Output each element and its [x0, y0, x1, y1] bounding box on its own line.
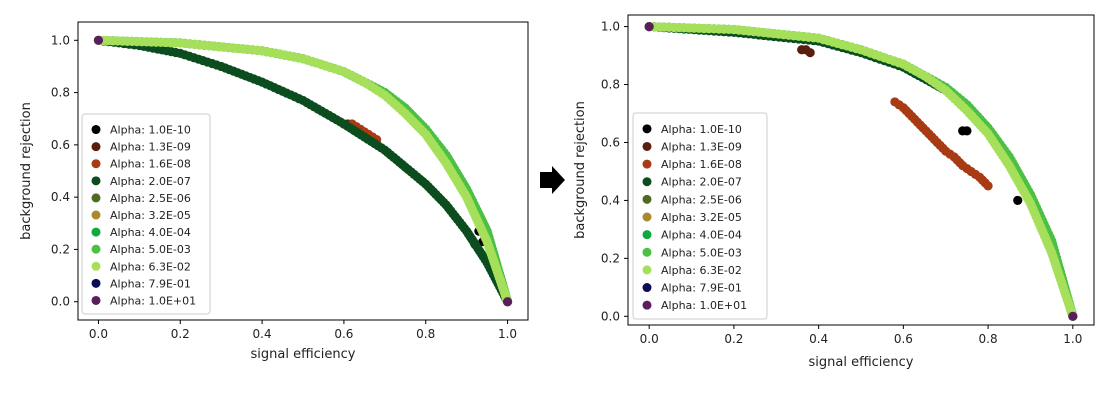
data-point — [93, 35, 104, 45]
legend-label: Alpha: 2.5E-06 — [110, 192, 191, 205]
legend-marker — [642, 212, 652, 222]
x-tick-label: 0.8 — [416, 327, 435, 341]
series-alpha-1-0e-01 — [93, 35, 513, 307]
legend-label: Alpha: 1.6E-08 — [110, 158, 191, 171]
legend-marker — [642, 300, 652, 310]
y-tick-label: 0.2 — [601, 251, 620, 265]
y-tick-label: 0.8 — [51, 86, 70, 100]
legend-label: Alpha: 1.0E-10 — [110, 124, 191, 137]
data-point — [983, 181, 993, 191]
legend-label: Alpha: 5.0E-03 — [661, 246, 742, 259]
data-point — [502, 297, 513, 307]
legend-label: Alpha: 2.0E-07 — [110, 175, 191, 188]
legend-marker — [91, 295, 101, 305]
legend-label: Alpha: 1.6E-08 — [661, 158, 742, 171]
legend-label: Alpha: 4.0E-04 — [661, 229, 742, 242]
x-tick-label: 0.6 — [334, 327, 353, 341]
legend-marker — [91, 210, 101, 220]
series-alpha-6-3e-02 — [93, 35, 513, 307]
series-alpha-2-0e-07 — [93, 35, 513, 307]
y-tick-label: 0.6 — [601, 135, 620, 149]
legend-label: Alpha: 7.9E-01 — [661, 282, 742, 295]
legend-label: Alpha: 1.3E-09 — [110, 141, 191, 154]
series-alpha-1-3e-09 — [797, 45, 815, 58]
data-point — [1068, 311, 1078, 321]
x-tick-label: 1.0 — [1063, 332, 1082, 346]
legend-label: Alpha: 2.5E-06 — [661, 193, 742, 206]
legend-label: Alpha: 2.0E-07 — [661, 176, 742, 189]
legend-label: Alpha: 7.9E-01 — [110, 277, 191, 290]
y-tick-label: 0.0 — [51, 295, 70, 309]
x-tick-label: 0.0 — [89, 327, 108, 341]
legend: Alpha: 1.0E-10 Alpha: 1.3E-09 Alpha: 1.6E-… — [632, 112, 768, 320]
data-point — [644, 21, 654, 32]
legend-marker — [642, 194, 652, 204]
legend: Alpha: 1.0E-10 Alpha: 1.3E-09 Alpha: 1.6E-… — [81, 113, 211, 315]
legend-marker — [91, 142, 101, 152]
legend-marker — [91, 176, 101, 186]
y-tick-label: 0.4 — [601, 193, 620, 207]
legend-marker — [91, 244, 101, 254]
y-tick-label: 1.0 — [51, 33, 70, 47]
data-point — [805, 48, 815, 58]
legend-marker — [642, 141, 652, 151]
x-axis-label: signal efficiency — [251, 347, 356, 362]
points-layer — [644, 21, 1078, 321]
legend-marker — [642, 265, 652, 275]
x-tick-label: 0.2 — [171, 327, 190, 341]
chart-right: 0.0 0.2 0.4 0.6 0.8 1.0 0.0 0.2 0.4 0.6 0.8 1.0 sign… — [573, 14, 1095, 370]
legend-marker — [642, 247, 652, 257]
x-tick-label: 0.2 — [724, 332, 743, 346]
legend-label: Alpha: 5.0E-03 — [110, 243, 191, 256]
legend-marker — [91, 193, 101, 203]
y-tick-label: 0.6 — [51, 138, 70, 152]
legend-label: Alpha: 1.0E-10 — [661, 123, 742, 136]
legend-label: Alpha: 6.3E-02 — [661, 264, 742, 277]
legend-label: Alpha: 1.0E+01 — [661, 299, 747, 312]
legend-frame — [81, 113, 211, 315]
y-tick-label: 1.0 — [601, 20, 620, 34]
chart-left: 0.0 0.2 0.4 0.6 0.8 1.0 0.0 0.2 0.4 0.6 0.8 1.0 sign… — [19, 21, 529, 362]
points-layer — [93, 35, 513, 307]
legend-marker — [91, 227, 101, 237]
data-point — [962, 126, 972, 136]
x-tick-label: 0.6 — [894, 332, 913, 346]
series-alpha-1-0e-10 — [958, 126, 1023, 206]
legend-frame — [632, 112, 768, 320]
x-tick-label: 0.8 — [979, 332, 998, 346]
legend-marker — [642, 177, 652, 187]
x-tick-label: 0.0 — [640, 332, 659, 346]
legend-marker — [642, 124, 652, 134]
legend-marker — [91, 159, 101, 169]
y-tick-label: 0.2 — [51, 242, 70, 256]
legend-label: Alpha: 1.3E-09 — [661, 140, 742, 153]
legend-marker — [91, 261, 101, 271]
legend-label: Alpha: 3.2E-05 — [661, 211, 742, 224]
data-point — [1013, 195, 1023, 206]
series-alpha-1-6e-08 — [890, 97, 993, 191]
legend-marker — [91, 278, 101, 288]
legend-label: Alpha: 3.2E-05 — [110, 209, 191, 222]
y-tick-label: 0.4 — [51, 190, 70, 204]
y-axis-label: background rejection — [19, 102, 34, 240]
x-tick-label: 1.0 — [498, 327, 517, 341]
y-axis-label: background rejection — [573, 101, 588, 239]
legend-label: Alpha: 6.3E-02 — [110, 260, 191, 273]
legend-marker — [642, 230, 652, 240]
x-tick-label: 0.4 — [809, 332, 828, 346]
legend-label: Alpha: 1.0E+01 — [110, 294, 196, 307]
legend-marker — [642, 283, 652, 293]
legend-marker — [642, 159, 652, 169]
right-arrow-icon — [540, 166, 565, 194]
x-axis-label: signal efficiency — [809, 355, 914, 370]
y-tick-label: 0.8 — [601, 78, 620, 92]
legend-marker — [91, 125, 101, 135]
x-tick-label: 0.4 — [253, 327, 272, 341]
series-alpha-1-0e-01 — [644, 21, 1078, 321]
y-tick-label: 0.0 — [601, 309, 620, 323]
legend-label: Alpha: 4.0E-04 — [110, 226, 191, 239]
